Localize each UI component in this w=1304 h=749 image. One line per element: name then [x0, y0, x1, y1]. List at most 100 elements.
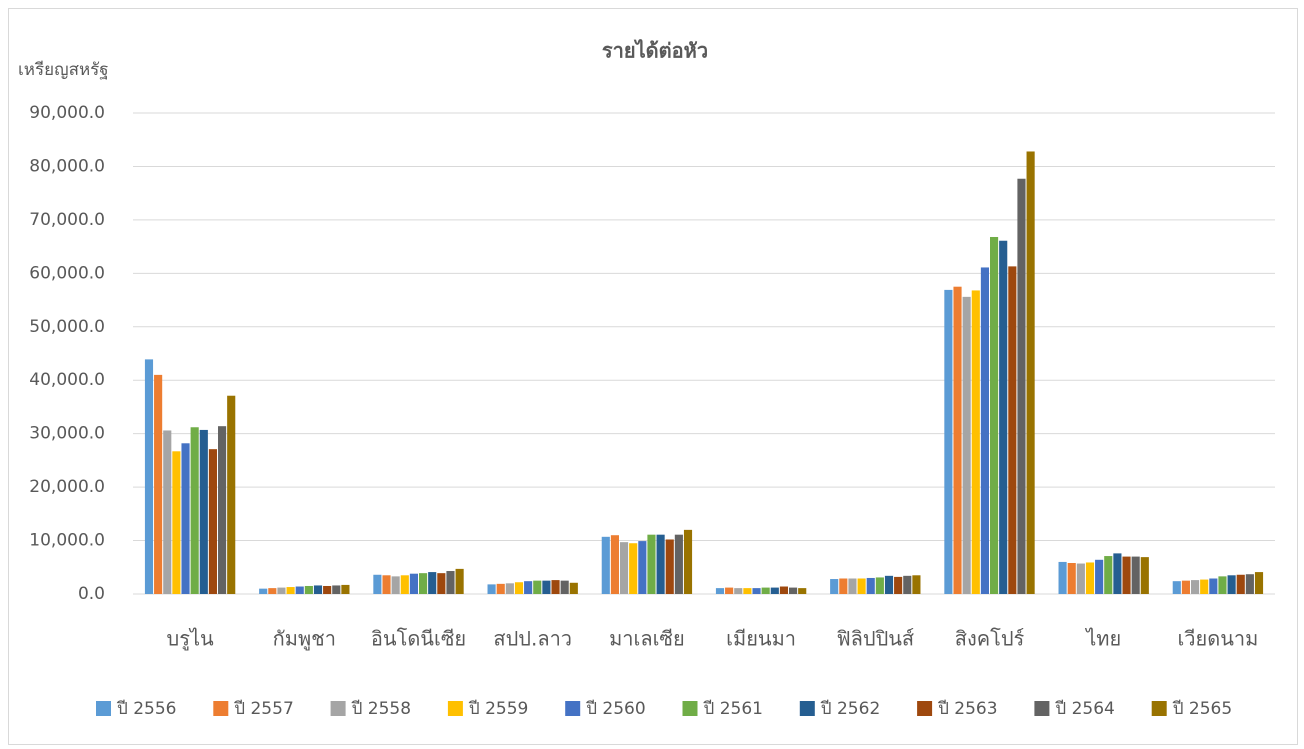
- bar: [601, 536, 610, 594]
- bar: [971, 290, 980, 594]
- bar: [400, 575, 409, 594]
- y-tick-label: 0.0: [78, 584, 105, 604]
- bar: [154, 374, 163, 594]
- bar: [391, 576, 400, 594]
- legend-swatch: [96, 701, 111, 716]
- x-tick-label: ฟิลิปปินส์: [836, 627, 914, 651]
- bar: [1200, 579, 1209, 594]
- legend-label: ปี 2560: [585, 699, 645, 719]
- bar: [1122, 556, 1131, 594]
- bar: [619, 542, 629, 594]
- bar: [551, 580, 560, 594]
- bar: [857, 578, 866, 594]
- bar: [839, 578, 848, 594]
- bar: [428, 572, 437, 594]
- legend-swatch: [330, 701, 346, 716]
- bar: [437, 573, 446, 594]
- bar: [323, 585, 332, 594]
- bar: [610, 535, 619, 594]
- legend-label: ปี 2561: [703, 699, 763, 719]
- chart-title: รายได้ต่อหัว: [602, 39, 708, 63]
- bar: [569, 582, 578, 594]
- bar: [446, 571, 455, 594]
- legend-swatch: [565, 701, 581, 716]
- y-tick-label: 20,000.0: [29, 477, 105, 497]
- bar: [533, 580, 542, 594]
- x-tick-label: สปป.ลาว: [493, 627, 572, 651]
- legend-label: ปี 2563: [937, 699, 997, 719]
- bar: [1181, 580, 1190, 594]
- bar: [1067, 563, 1076, 594]
- bar: [455, 568, 464, 594]
- bar: [848, 578, 857, 594]
- legend-swatch: [917, 701, 933, 716]
- bar: [1190, 580, 1200, 594]
- bar: [980, 267, 989, 594]
- x-tick-label: ไทย: [1084, 627, 1121, 651]
- bar: [734, 588, 743, 594]
- bar: [761, 587, 770, 594]
- legend-label: ปี 2565: [1172, 699, 1232, 719]
- y-axis-label: เหรียญสหรัฐ: [18, 60, 109, 80]
- bar: [542, 580, 551, 594]
- bar: [665, 539, 674, 594]
- bar: [683, 529, 693, 594]
- bar: [779, 586, 789, 594]
- legend-swatch: [447, 701, 463, 716]
- legend-label: ปี 2564: [1055, 699, 1115, 719]
- bar: [419, 573, 428, 594]
- bar: [1104, 556, 1113, 594]
- bar: [884, 575, 894, 594]
- bar: [144, 359, 154, 594]
- bar: [629, 543, 638, 594]
- y-tick-label: 10,000.0: [29, 531, 105, 551]
- legend-label: ปี 2559: [468, 699, 528, 719]
- bar: [990, 236, 999, 595]
- bar: [304, 585, 313, 594]
- bar: [875, 577, 884, 594]
- legend-swatch: [799, 701, 815, 716]
- bar: [496, 583, 505, 594]
- legend-swatch: [1151, 701, 1167, 716]
- chart-frame: [8, 8, 1298, 745]
- x-tick-label: สิงคโปร์: [955, 627, 1025, 651]
- bar: [218, 426, 227, 594]
- bar: [830, 579, 839, 594]
- bar: [789, 587, 798, 594]
- bar: [295, 586, 304, 594]
- bar: [487, 584, 496, 594]
- bar: [770, 587, 779, 594]
- bar: [1140, 557, 1149, 594]
- bar: [277, 587, 286, 594]
- y-tick-label: 50,000.0: [29, 317, 105, 337]
- bar: [999, 240, 1008, 594]
- legend-swatch: [213, 701, 229, 716]
- bar: [1076, 563, 1085, 594]
- legend-label: ปี 2562: [820, 699, 880, 719]
- bar: [1058, 561, 1067, 594]
- bar: [286, 587, 295, 594]
- y-tick-label: 30,000.0: [29, 424, 105, 444]
- x-tick-label: อินโดนีเซีย: [371, 627, 466, 651]
- bar: [227, 395, 236, 594]
- bar: [725, 587, 734, 594]
- bar: [373, 574, 382, 594]
- bar: [1085, 562, 1095, 594]
- legend-swatch: [682, 701, 698, 716]
- legend-label: ปี 2557: [233, 699, 293, 719]
- bar: [1008, 266, 1017, 594]
- bar: [798, 588, 807, 594]
- bar: [190, 427, 199, 594]
- bar: [656, 534, 665, 594]
- bar: [743, 588, 752, 594]
- x-tick-label: เมียนมา: [726, 627, 796, 651]
- y-tick-label: 90,000.0: [29, 103, 105, 123]
- bar: [944, 289, 953, 594]
- bar: [199, 429, 208, 594]
- x-tick-label: เวียดนาม: [1177, 627, 1258, 651]
- bar: [647, 534, 656, 594]
- bar: [332, 585, 341, 594]
- bar: [172, 451, 181, 594]
- bar: [382, 575, 391, 594]
